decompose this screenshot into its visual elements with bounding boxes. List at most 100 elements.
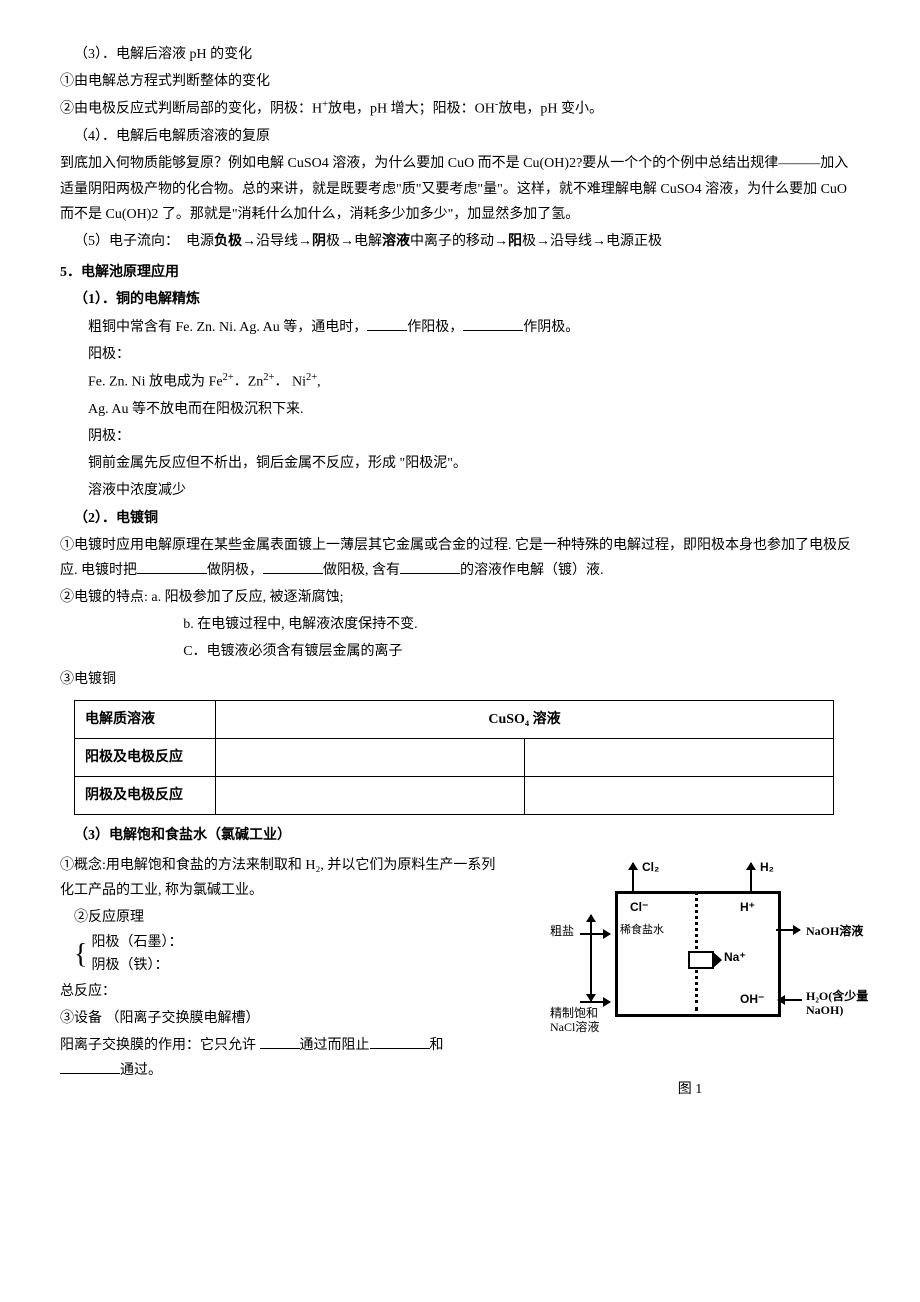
text-span: Fe. Zn. Ni 放电成为 xyxy=(88,375,209,390)
text-span: ②由电极反应式判断局部的变化，阴极：H xyxy=(60,102,322,117)
text-line: 溶液中浓度减少 xyxy=(60,478,860,503)
label-refined-nacl: 精制饱和 NaCl溶液 xyxy=(550,1006,620,1035)
arrow-right-icon xyxy=(580,1001,610,1003)
label-na-plus: Na⁺ xyxy=(724,947,746,969)
bold-text: 阴 xyxy=(312,234,326,249)
text-span: 阳离子交换膜的作用：它只允许 xyxy=(60,1038,260,1053)
text-line: 总反应： xyxy=(60,979,500,1004)
label-oh-minus: OH⁻ xyxy=(740,989,764,1011)
subsection-heading: （2）．电镀铜 xyxy=(60,506,860,531)
text-line: ①概念:用电解饱和食盐的方法来制取和 H₂, 并以它们为原料生产一系列化工产品的… xyxy=(60,853,500,903)
superscript: 2+ xyxy=(263,372,274,383)
fill-blank[interactable] xyxy=(137,559,207,574)
table-cell: 阴极及电极反应 xyxy=(75,777,216,815)
arrow-up-icon xyxy=(750,863,752,891)
table-cell-empty xyxy=(525,777,834,815)
fill-blank[interactable] xyxy=(60,1059,120,1074)
subsection-heading: （1）．铜的电解精炼 xyxy=(60,287,860,312)
text-span: 放电，pH 变小。 xyxy=(498,102,603,117)
text-line: （4）．电解后电解质溶液的复原 xyxy=(60,124,860,149)
figure-caption: 图 1 xyxy=(520,1077,860,1102)
text-line: C．电镀液必须含有镀层金属的离子 xyxy=(60,639,860,664)
arrow-down-icon xyxy=(590,951,592,1001)
superscript: 2+ xyxy=(223,372,234,383)
text-line: ②由电极反应式判断局部的变化，阴极：H+放电，pH 增大；阳极：OH-放电，pH… xyxy=(60,96,860,122)
text-span: ． Ni xyxy=(274,375,306,390)
text-span: 粗铜中常含有 Fe. Zn. Ni. Ag. Au 等，通电时， xyxy=(88,320,367,335)
text-line: ①由电解总方程式判断整体的变化 xyxy=(60,69,860,94)
arrow-right-icon xyxy=(776,929,800,931)
text-line: ②电镀的特点: a. 阳极参加了反应, 被逐渐腐蚀; xyxy=(60,585,860,610)
subsection-heading: （3）电解饱和食盐水（氯碱工业） xyxy=(60,823,860,848)
brace-icon: { xyxy=(74,941,87,969)
bold-text: 负极 xyxy=(214,234,242,249)
table-row: 阳极及电极反应 xyxy=(75,739,834,777)
text-span: ．Zn xyxy=(234,375,264,390)
text-line: 阳极： xyxy=(60,342,860,367)
text-span: 和 xyxy=(430,1038,444,1053)
superscript: 2+ xyxy=(306,372,317,383)
table-cell: 电解质溶液 xyxy=(75,700,216,738)
fill-blank[interactable] xyxy=(400,559,460,574)
paragraph: 到底加入何物质能够复原？例如电解 CuSO4 溶液，为什么要加 CuO 而不是 … xyxy=(60,151,860,227)
text-line: 铜前金属先反应但不析出，铜后金属不反应，形成 "阳极泥"。 xyxy=(60,451,860,476)
text-span: →沿导线→ xyxy=(242,234,312,249)
table-cell-empty xyxy=(216,739,525,777)
fill-blank[interactable] xyxy=(263,559,323,574)
fill-blank[interactable] xyxy=(260,1034,300,1049)
section-heading: 5．电解池原理应用 xyxy=(60,260,860,285)
text-span: 做阳极, 含有 xyxy=(323,563,400,578)
text-line: 阳极（石墨）： xyxy=(91,932,182,954)
na-arrow-icon xyxy=(688,951,714,969)
table-row: 电解质溶液 CuSO₄ 溶液 xyxy=(75,700,834,738)
electroplating-table: 电解质溶液 CuSO₄ 溶液 阳极及电极反应 阴极及电极反应 xyxy=(74,700,834,816)
text-line: 阴极： xyxy=(60,424,860,449)
bold-text: 溶液 xyxy=(382,234,410,249)
text-line: 粗铜中常含有 Fe. Zn. Ni. Ag. Au 等，通电时， 作阳极， 作阴极。 xyxy=(60,315,860,340)
text-span: 放电，pH 增大；阳极：OH xyxy=(328,102,495,117)
text-line: Ag. Au 等不放电而在阳极沉积下来. xyxy=(60,397,860,422)
text-span: 中离子的移动→ xyxy=(410,234,508,249)
fill-blank[interactable] xyxy=(367,316,407,331)
table-row: 阴极及电极反应 xyxy=(75,777,834,815)
text-span: 通过。 xyxy=(120,1063,162,1078)
label-cl-minus: Cl⁻ xyxy=(630,897,648,919)
label-h-plus: H⁺ xyxy=(740,897,755,919)
fill-blank[interactable] xyxy=(370,1034,430,1049)
electrolysis-diagram: Cl₂ H₂ Cl⁻ H⁺ OH⁻ Na⁺ 粗盐 稀食盐水 精制饱和 NaCl溶… xyxy=(520,851,860,1102)
label-naoh: NaOH溶液 xyxy=(806,921,863,943)
arrow-right-icon xyxy=(580,933,610,935)
text-span: 作阳极， xyxy=(407,320,463,335)
arrow-up-icon xyxy=(632,863,634,891)
text-span: 极→电解 xyxy=(326,234,382,249)
text-span: 做阴极， xyxy=(207,563,263,578)
text-span: Fe xyxy=(209,375,223,390)
table-cell-empty xyxy=(216,777,525,815)
text-line: ②反应原理 xyxy=(60,905,500,930)
label-crude-salt: 粗盐 xyxy=(550,921,574,943)
text-line: b. 在电镀过程中, 电解液浓度保持不变. xyxy=(60,612,860,637)
text-line: 阳离子交换膜的作用：它只允许 通过而阻止和通过。 xyxy=(60,1033,500,1083)
text-span: （5）电子流向： 电源 xyxy=(74,234,214,249)
text-line: ①电镀时应用电解原理在某些金属表面镀上一薄层其它金属或合金的过程. 它是一种特殊… xyxy=(60,533,860,583)
brace-group: { 阳极（石墨）： 阴极（铁）： xyxy=(60,932,500,977)
text-line: （5）电子流向： 电源负极→沿导线→阴极→电解溶液中离子的移动→阳极→沿导线→电… xyxy=(60,229,860,254)
label-dilute-brine: 稀食盐水 xyxy=(620,921,664,941)
text-line: ③电镀铜 xyxy=(60,667,860,692)
bold-text: 阳 xyxy=(508,234,522,249)
text-line: 阴极（铁）： xyxy=(91,955,182,977)
text-span: 极→沿导线→电源正极 xyxy=(522,234,662,249)
table-cell: 阳极及电极反应 xyxy=(75,739,216,777)
text-span: 的溶液作电解（镀）液. xyxy=(460,563,604,578)
label-h2o: H₂O(含少量 NaOH) xyxy=(806,989,876,1018)
text-line: （3）．电解后溶液 pH 的变化 xyxy=(60,42,860,67)
fill-blank[interactable] xyxy=(463,316,523,331)
text-line: Fe. Zn. Ni 放电成为 Fe2+．Zn2+． Ni2+, xyxy=(60,369,860,395)
arrow-left-icon xyxy=(778,999,802,1001)
text-span: 作阴极。 xyxy=(523,320,579,335)
text-line: ③设备 （阳离子交换膜电解槽） xyxy=(60,1006,500,1031)
text-span: , xyxy=(317,375,321,390)
table-cell: CuSO₄ 溶液 xyxy=(216,700,834,738)
label-h2: H₂ xyxy=(760,857,774,879)
label-cl2: Cl₂ xyxy=(642,857,659,879)
